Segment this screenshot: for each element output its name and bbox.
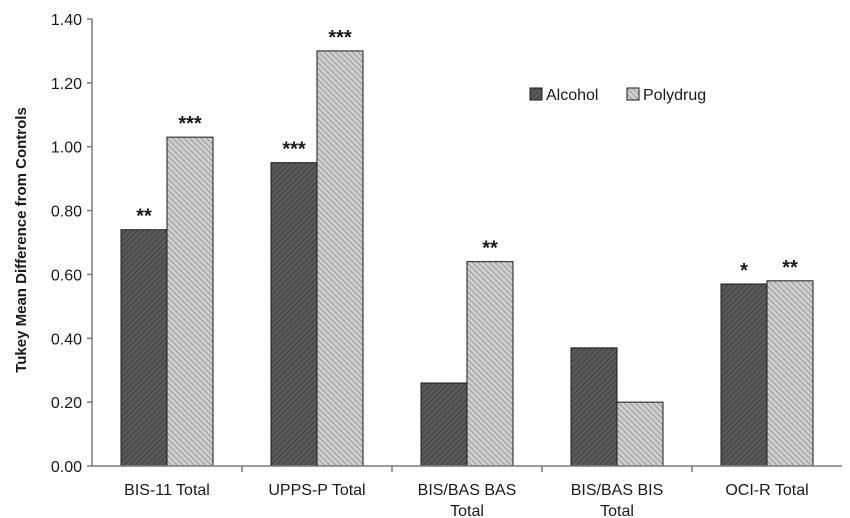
y-tick-label: 0.80 [51,204,82,221]
y-tick-label: 0.40 [51,331,82,348]
y-tick-label: 0.00 [51,459,82,476]
y-tick-label: 0.60 [51,267,82,284]
y-axis-label: Tukey Mean Difference from Controls [13,107,30,373]
legend: Alcohol Polydrug [529,87,706,104]
y-axis-ticks: 0.00 0.20 0.40 0.60 0.80 1.00 1.20 1.40 [51,12,92,476]
x-tick-label: BIS/BAS BAS [418,482,517,499]
y-tick-label: 1.20 [51,76,82,93]
legend-swatch-polydrug [626,87,640,101]
y-tick-label: 1.00 [51,140,82,157]
significance-label: ** [482,238,498,260]
bar-polydrug-3 [616,401,664,467]
bar-polydrug-2 [466,261,514,467]
legend-label-alcohol: Alcohol [546,87,598,104]
bar-alcohol-2 [420,382,468,467]
bar-alcohol-4 [720,283,768,467]
y-tick-label: 1.40 [51,12,82,29]
legend-label-polydrug: Polydrug [643,87,706,104]
significance-labels: ************** ** [136,27,798,282]
x-tick-label: Total [600,503,634,518]
significance-label: * [740,260,748,282]
x-tick-label: UPPS-P Total [268,482,365,499]
x-tick-label: OCI-R Total [725,482,808,499]
significance-label: ** [136,206,152,228]
x-tick-label: Total [450,503,484,518]
x-tick-label: BIS/BAS BIS [571,482,663,499]
legend-swatch-alcohol [529,87,543,101]
x-tick-label: BIS-11 Total [124,482,210,499]
significance-label: *** [328,27,352,49]
bar-polydrug-4 [766,280,814,467]
bar-alcohol-0 [120,229,168,467]
significance-label: *** [178,113,202,135]
significance-label: ** [782,257,798,279]
bar-alcohol-3 [570,347,618,467]
significance-label: *** [282,139,306,161]
x-axis-ticks: BIS-11 Total UPPS-P Total BIS/BAS BAS Total… [124,466,809,518]
bars [120,50,814,467]
bar-alcohol-1 [270,162,318,467]
bar-polydrug-1 [316,50,364,467]
bar-polydrug-0 [166,136,214,467]
y-tick-label: 0.20 [51,395,82,412]
